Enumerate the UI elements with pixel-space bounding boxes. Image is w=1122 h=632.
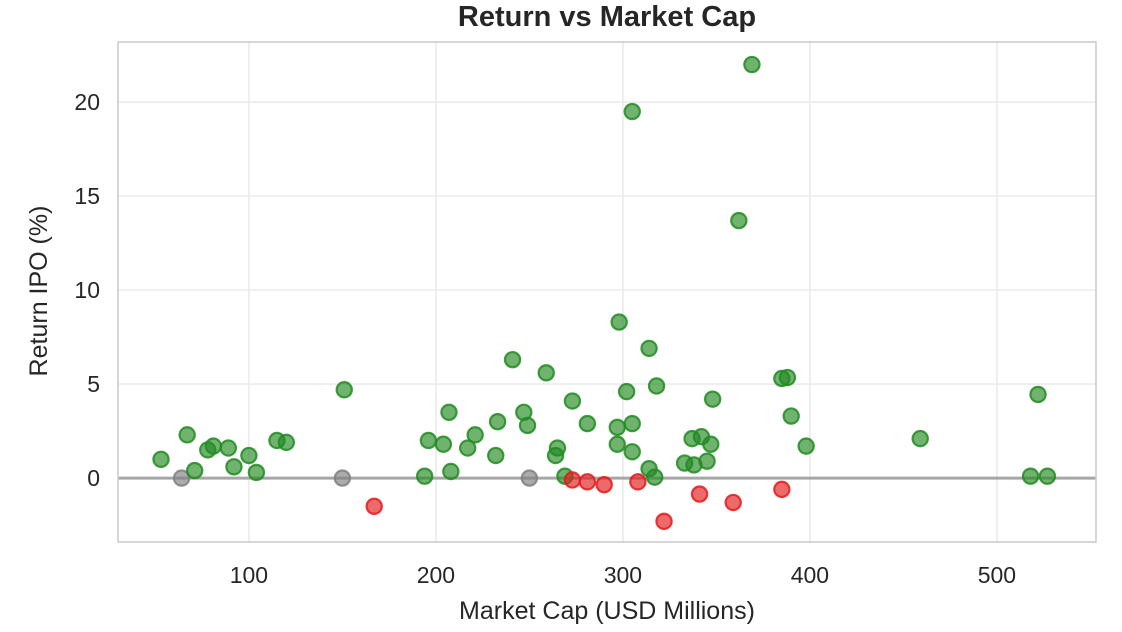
x-tick-label: 500 bbox=[978, 562, 1016, 588]
y-tick-label: 10 bbox=[74, 277, 100, 303]
data-point bbox=[623, 414, 641, 433]
data-point bbox=[518, 416, 537, 435]
y-tick-label: 5 bbox=[87, 371, 100, 397]
data-point bbox=[537, 364, 555, 382]
y-axis-label: Return IPO (%) bbox=[25, 206, 53, 377]
data-point bbox=[434, 435, 453, 453]
data-point bbox=[623, 102, 641, 121]
data-points bbox=[152, 55, 1057, 531]
data-point bbox=[690, 485, 709, 503]
data-point bbox=[225, 458, 243, 476]
data-point bbox=[703, 390, 722, 408]
data-point bbox=[797, 437, 815, 455]
data-point bbox=[563, 471, 582, 489]
data-point bbox=[743, 55, 761, 74]
data-point bbox=[204, 437, 223, 455]
data-point bbox=[520, 469, 539, 487]
data-point bbox=[415, 467, 434, 485]
data-point bbox=[730, 211, 748, 230]
data-point bbox=[563, 392, 582, 410]
data-point bbox=[595, 475, 613, 494]
data-point bbox=[773, 480, 791, 499]
data-point bbox=[911, 429, 929, 448]
x-tick-label: 100 bbox=[230, 562, 268, 588]
x-tick-label: 300 bbox=[604, 562, 642, 588]
data-point bbox=[333, 469, 352, 487]
x-tick-labels: 100 200 300 400 500 bbox=[230, 562, 1016, 588]
data-point bbox=[1021, 467, 1040, 485]
data-point bbox=[548, 439, 567, 457]
data-point bbox=[277, 433, 295, 452]
data-point bbox=[778, 368, 797, 387]
data-point bbox=[247, 463, 266, 482]
data-point bbox=[219, 439, 238, 457]
data-point bbox=[702, 435, 720, 453]
data-point bbox=[335, 381, 353, 399]
data-point bbox=[152, 450, 170, 468]
data-point bbox=[724, 493, 742, 512]
data-point bbox=[608, 418, 626, 437]
data-point bbox=[640, 339, 658, 358]
data-point bbox=[440, 403, 458, 422]
data-point bbox=[617, 382, 636, 401]
data-point bbox=[1029, 385, 1047, 404]
data-point bbox=[698, 452, 716, 470]
y-tick-label: 0 bbox=[87, 465, 100, 491]
x-tick-label: 200 bbox=[417, 562, 455, 588]
data-point bbox=[240, 446, 258, 465]
data-point bbox=[172, 469, 191, 487]
data-point bbox=[365, 497, 383, 515]
data-point bbox=[185, 461, 204, 480]
data-point bbox=[178, 426, 196, 444]
data-point bbox=[655, 512, 673, 531]
y-tick-labels: 0 5 10 15 20 bbox=[74, 89, 100, 491]
data-point bbox=[488, 412, 507, 431]
data-point bbox=[647, 377, 666, 395]
data-point bbox=[503, 350, 522, 369]
data-point bbox=[487, 446, 505, 465]
data-point bbox=[782, 407, 800, 425]
plot-frame bbox=[117, 41, 1097, 543]
y-tick-label: 15 bbox=[74, 183, 100, 209]
data-point bbox=[578, 473, 597, 491]
grid-lines bbox=[118, 42, 1096, 542]
data-point bbox=[419, 431, 438, 450]
data-point bbox=[610, 313, 628, 331]
data-point bbox=[442, 462, 460, 481]
data-point bbox=[608, 435, 626, 453]
chart-title: Return vs Market Cap bbox=[458, 1, 756, 33]
data-point bbox=[629, 473, 647, 491]
data-point bbox=[458, 439, 477, 457]
data-point bbox=[623, 443, 641, 461]
y-tick-label: 20 bbox=[74, 89, 100, 115]
data-point bbox=[645, 468, 664, 486]
data-point bbox=[578, 414, 597, 433]
data-point bbox=[466, 426, 484, 444]
x-axis-label: Market Cap (USD Millions) bbox=[459, 597, 755, 625]
data-point bbox=[1038, 467, 1057, 485]
x-tick-label: 400 bbox=[791, 562, 829, 588]
